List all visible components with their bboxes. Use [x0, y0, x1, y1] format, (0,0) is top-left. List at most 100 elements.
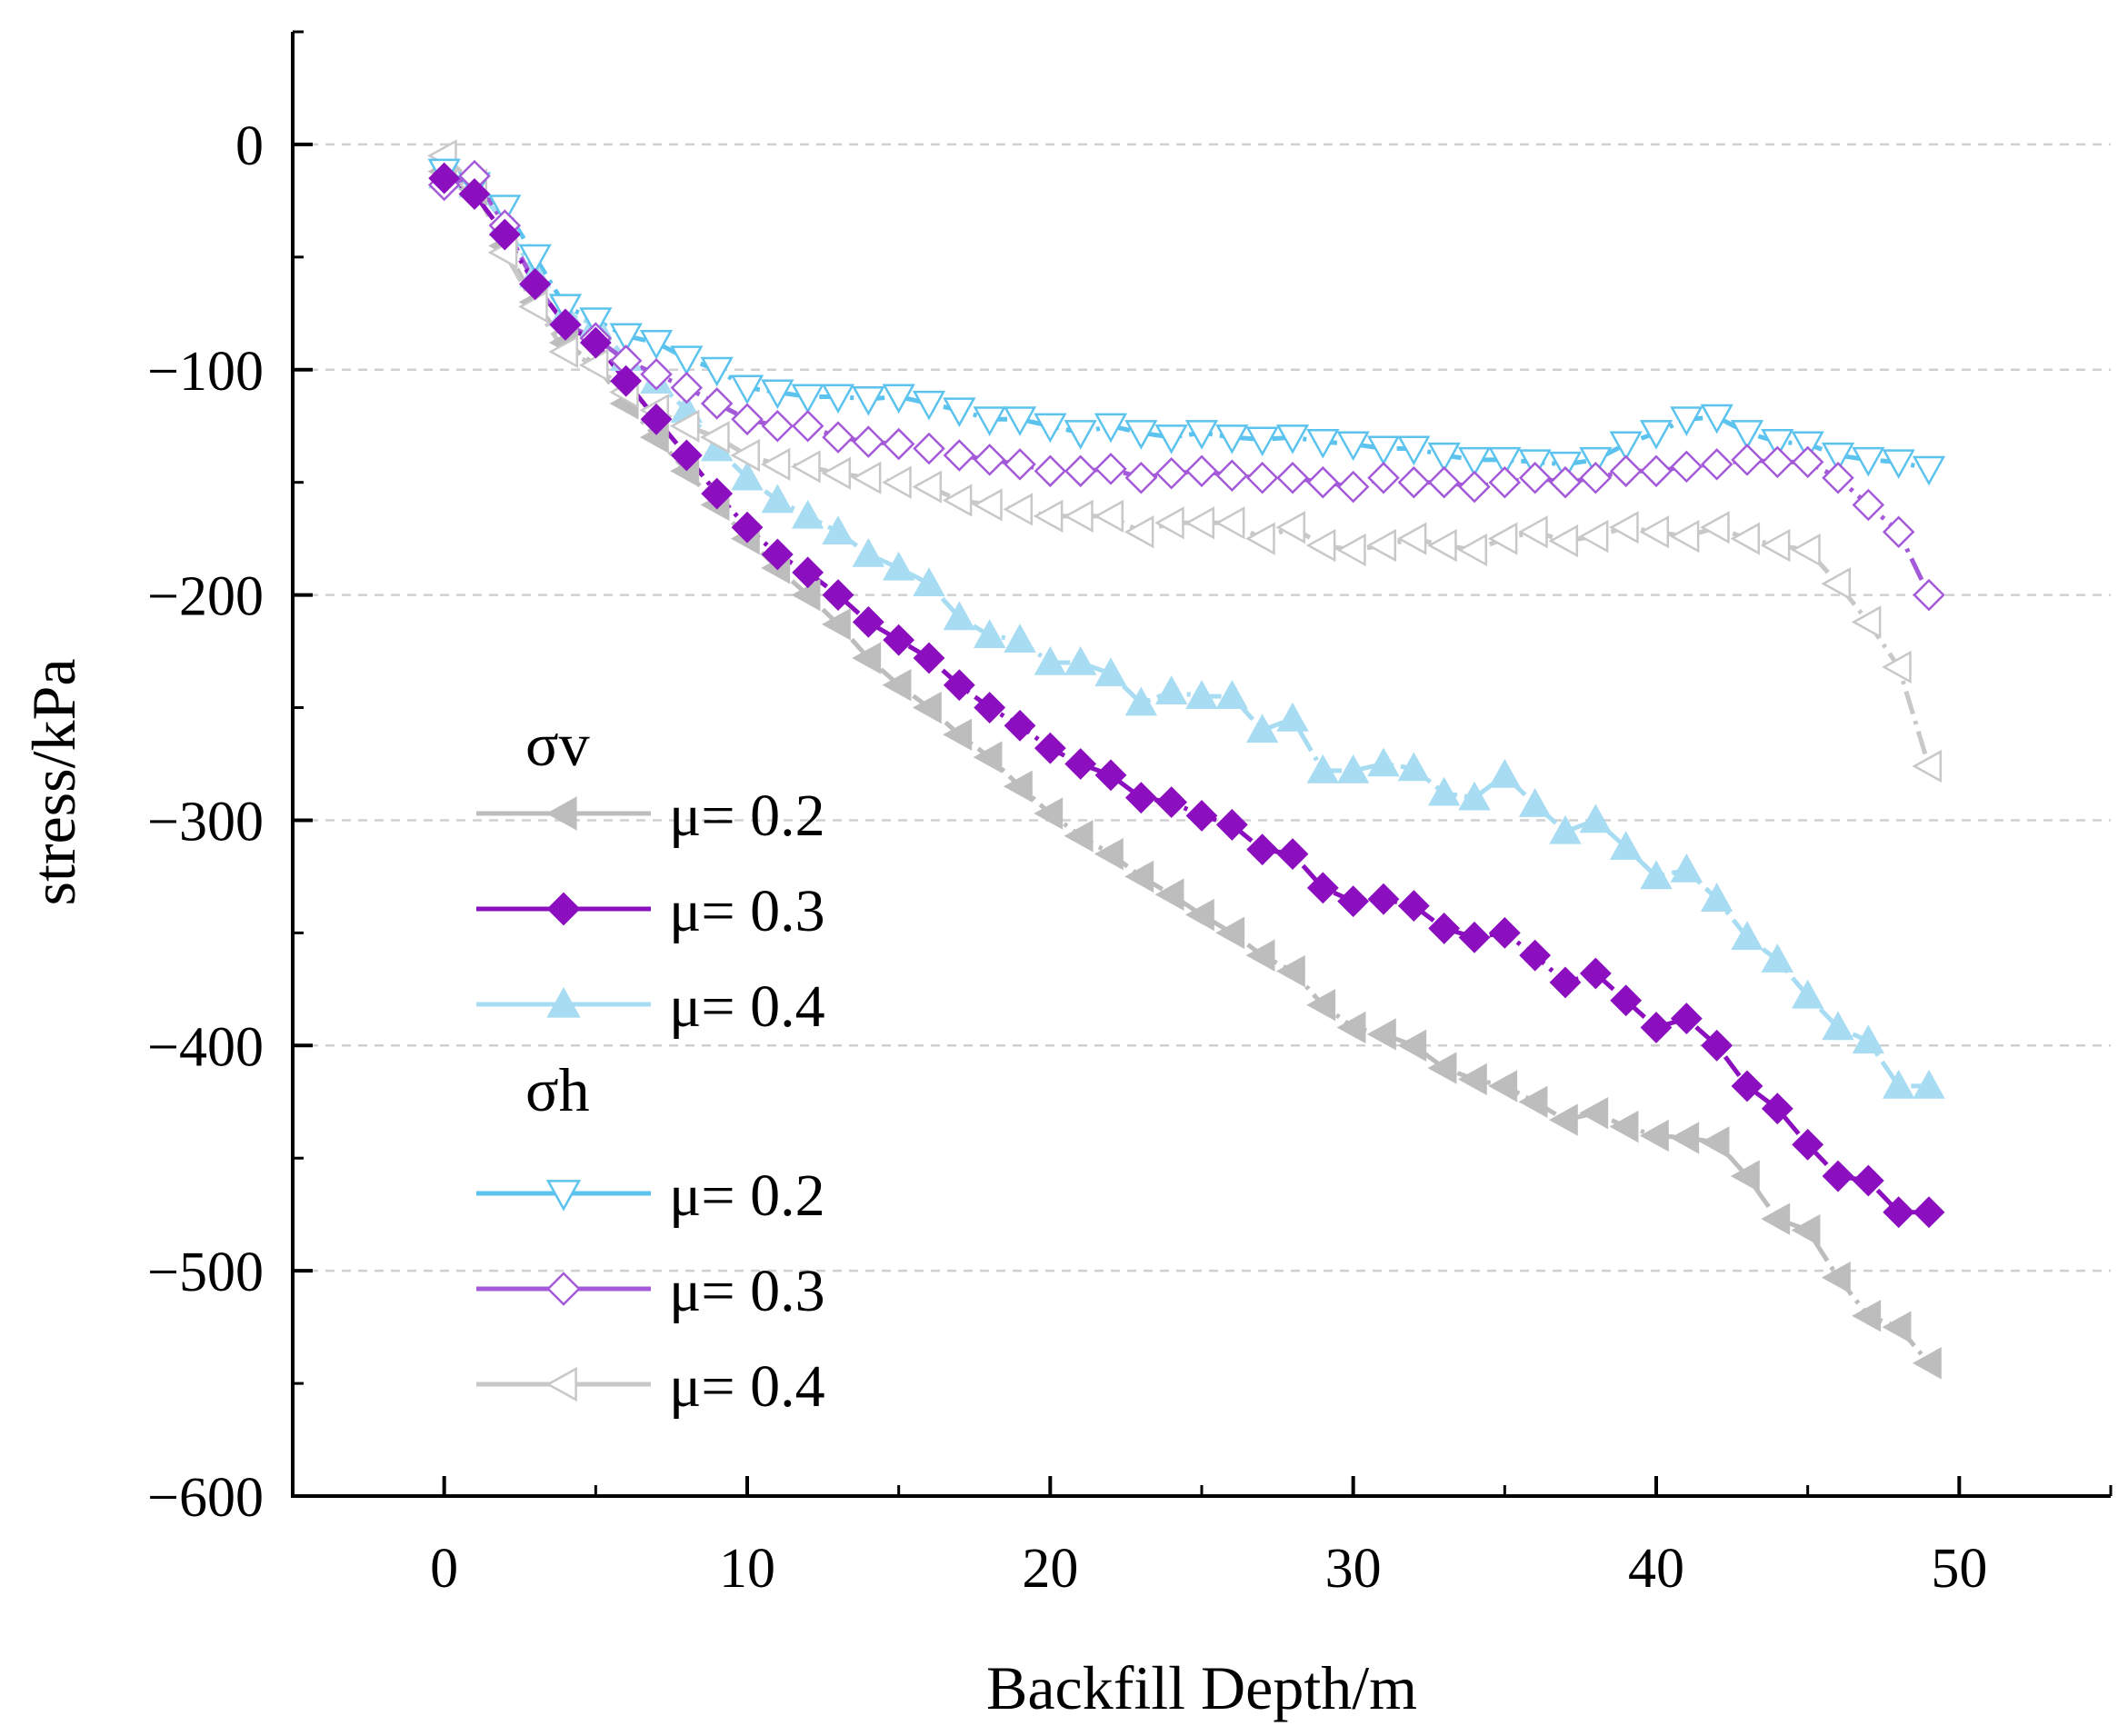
data-point-sv03 — [1610, 984, 1643, 1017]
data-point-sh04 — [730, 438, 761, 473]
x-axis-title: Backfill Depth/m — [986, 1653, 1417, 1722]
data-point-sv03 — [1276, 838, 1309, 871]
y-tick-label: −400 — [147, 1016, 264, 1078]
data-point-sh03 — [1367, 461, 1400, 494]
data-point-sh04 — [1064, 499, 1094, 533]
data-point-sh03 — [1185, 454, 1218, 488]
data-point-sv02 — [1579, 1096, 1609, 1130]
data-point-sv04 — [1094, 657, 1127, 687]
data-point-sv03 — [701, 477, 734, 510]
data-point-sv02 — [1366, 1018, 1396, 1051]
data-point-sh04 — [1154, 506, 1184, 540]
data-point-sv02 — [791, 578, 821, 612]
data-point-sv04 — [1124, 686, 1158, 716]
data-point-sh02 — [1124, 420, 1158, 450]
data-point-sv03 — [913, 642, 945, 674]
data-point-sv03 — [1064, 748, 1097, 780]
legend-marker-sv03 — [546, 892, 581, 926]
data-point-sv04 — [913, 567, 945, 597]
data-point-sv03 — [610, 364, 643, 397]
data-point-sv02 — [1154, 878, 1184, 911]
data-point-sv02 — [1488, 1070, 1518, 1102]
data-point-sv04 — [1427, 776, 1461, 806]
data-point-sh02 — [1821, 442, 1855, 473]
data-point-sh03 — [1306, 465, 1340, 499]
data-point-sv02 — [1184, 898, 1214, 932]
data-point-sh02 — [852, 385, 885, 416]
data-point-sv02 — [1700, 1126, 1730, 1159]
data-point-sv02 — [1548, 1103, 1578, 1136]
data-point-sh03 — [852, 425, 885, 458]
y-tick-label: −500 — [147, 1242, 264, 1303]
legend-label-sv04: μ= 0.4 — [669, 973, 825, 1040]
data-point-sv04 — [1458, 781, 1491, 811]
data-point-sv02 — [973, 741, 1003, 773]
data-point-sv03 — [731, 511, 764, 544]
data-point-sv03 — [1761, 1092, 1793, 1125]
data-point-sh02 — [761, 379, 794, 410]
data-point-sv02 — [1397, 1029, 1427, 1063]
data-point-sv03 — [519, 268, 552, 301]
data-point-sv02 — [1427, 1052, 1457, 1084]
data-point-sv03 — [1822, 1160, 1854, 1192]
data-point-sv04 — [1245, 713, 1279, 743]
data-point-sv02 — [882, 669, 912, 702]
data-point-sv04 — [973, 619, 1006, 649]
legend-group-title: σh — [525, 1055, 590, 1124]
data-point-sh04 — [1366, 528, 1397, 563]
data-point-sv03 — [974, 692, 1006, 723]
data-point-sh02 — [943, 397, 976, 427]
data-point-sh02 — [518, 244, 552, 274]
data-point-sv04 — [1822, 1011, 1854, 1041]
data-point-sv04 — [1034, 645, 1067, 675]
data-point-sv03 — [822, 579, 854, 612]
series-markers-sh02 — [427, 158, 1946, 486]
data-point-sh03 — [1822, 461, 1854, 494]
data-point-sv02 — [1609, 1110, 1639, 1143]
data-point-sv02 — [1064, 820, 1094, 853]
data-point-sv03 — [1579, 957, 1612, 990]
data-point-sv03 — [1852, 1164, 1884, 1197]
data-point-sv04 — [1004, 624, 1036, 653]
data-point-sv03 — [1549, 966, 1582, 999]
data-point-sh02 — [1034, 413, 1067, 444]
data-point-sh03 — [913, 432, 945, 465]
data-point-sh04 — [1851, 605, 1882, 639]
data-point-sv04 — [1852, 1024, 1885, 1054]
data-point-sh02 — [1094, 413, 1128, 444]
data-point-sh04 — [1336, 533, 1366, 567]
data-point-sv02 — [1852, 1300, 1882, 1332]
data-point-sh03 — [1791, 445, 1824, 479]
data-point-sh03 — [1579, 461, 1613, 494]
series-markers-sv04 — [427, 159, 1945, 1099]
data-point-sv03 — [1367, 883, 1400, 915]
data-point-sh04 — [1457, 533, 1488, 567]
data-point-sh03 — [700, 387, 734, 420]
series-markers-sh04 — [427, 139, 1943, 783]
data-point-sh03 — [1882, 515, 1915, 548]
data-point-sh02 — [1488, 446, 1522, 477]
data-point-sh02 — [882, 384, 915, 414]
series-markers-sh03 — [427, 159, 1945, 612]
data-point-sv03 — [1458, 921, 1491, 953]
data-point-sh04 — [669, 409, 700, 443]
data-point-sv04 — [1579, 803, 1613, 833]
data-point-sv04 — [1761, 943, 1794, 973]
data-point-sh04 — [1275, 511, 1306, 544]
data-point-sh03 — [1700, 448, 1733, 481]
data-point-sh02 — [1609, 431, 1643, 462]
data-point-sh03 — [1034, 454, 1067, 488]
data-point-sh04 — [1730, 522, 1761, 555]
data-point-sv03 — [1306, 872, 1339, 904]
data-point-sv02 — [1821, 1261, 1851, 1294]
data-point-sv02 — [1912, 1347, 1942, 1380]
data-point-sv02 — [1639, 1119, 1669, 1152]
data-point-sv03 — [852, 605, 884, 638]
data-point-sh02 — [1184, 420, 1219, 450]
data-point-sh04 — [973, 488, 1003, 522]
x-tick-label: 20 — [1022, 1538, 1078, 1600]
data-point-sh04 — [548, 334, 579, 369]
data-point-sh03 — [1004, 448, 1036, 481]
data-point-sh04 — [1245, 522, 1275, 555]
data-point-sh04 — [1033, 499, 1064, 533]
